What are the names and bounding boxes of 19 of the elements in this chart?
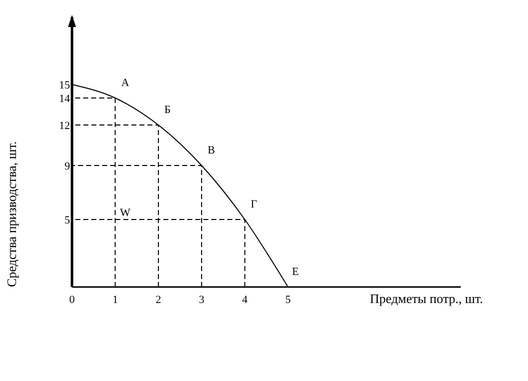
x-tick-label: 3 [198,294,205,306]
annotation: В [208,144,215,156]
y-tick-label: 14 [59,93,70,105]
annotation: Г [250,198,258,210]
x-axis-title: Предметы потр., шт. [370,291,483,306]
y-tick-label: 12 [59,120,70,132]
y-tick-label: 5 [64,214,70,226]
annotation: Б [164,104,171,116]
x-tick-label: 5 [285,294,292,306]
x-tick-label: 1 [112,294,118,306]
y-tick-label: 15 [59,80,70,92]
x-tick-label: 2 [156,294,162,306]
annotation: Е [292,266,299,278]
annotation: W [120,207,131,219]
annotation: А [121,77,130,89]
y-tick-label: 9 [64,160,70,172]
y-axis-title: Средства призводства, шт. [4,141,19,287]
x-tick-label: 0 [69,294,76,306]
x-tick-label: 4 [242,294,248,306]
